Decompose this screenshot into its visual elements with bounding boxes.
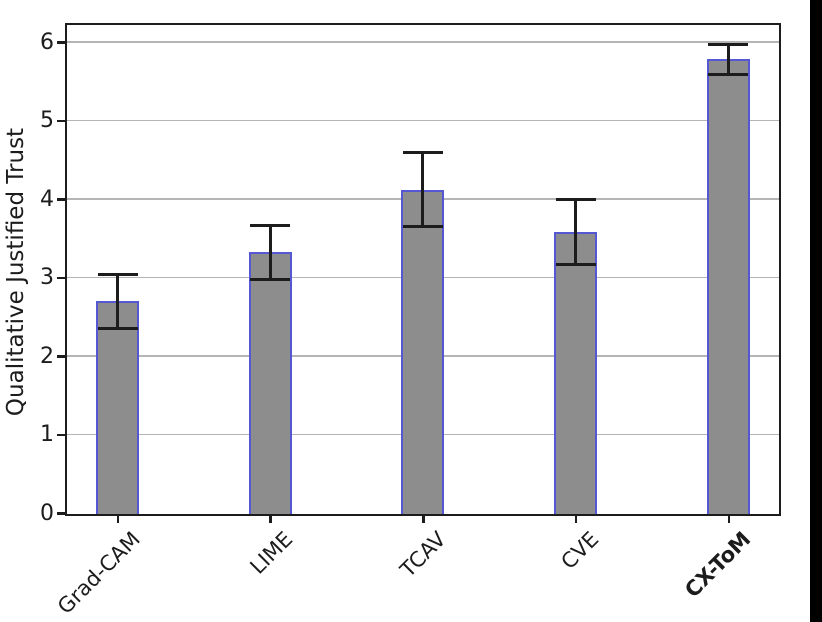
- x-tick-mark: [269, 516, 272, 523]
- x-tick-label-tcav: TCAV: [395, 527, 451, 582]
- error-bar-cap-bottom: [402, 225, 443, 229]
- right-edge-strip: [810, 0, 822, 622]
- x-tick-label-cx-tom: CX-ToM: [680, 527, 756, 603]
- bar-cx-tom: [706, 59, 750, 514]
- error-bar-cap-top: [250, 223, 291, 227]
- x-tick-mark: [422, 516, 425, 523]
- error-bar-line: [116, 273, 119, 329]
- y-tick-mark: [57, 433, 65, 437]
- y-tick-label: 0: [40, 500, 54, 526]
- x-tick-label-cve: CVE: [556, 527, 604, 574]
- y-axis-label: Qualitative Justified Trust: [3, 127, 29, 417]
- x-tick-label-lime: LIME: [245, 527, 298, 579]
- error-bar-line: [268, 224, 272, 280]
- error-bar-cap-top: [97, 272, 138, 276]
- bar-tcav: [401, 189, 445, 514]
- y-tick-label: 4: [40, 186, 54, 212]
- y-tick-label: 5: [40, 108, 54, 133]
- y-tick-mark: [57, 355, 65, 358]
- error-bar-cap-bottom: [250, 277, 291, 281]
- error-bar-line: [421, 151, 425, 228]
- error-bar-cap-bottom: [708, 72, 749, 76]
- x-tick-mark: [116, 516, 120, 523]
- gridline-y6: [67, 41, 779, 43]
- x-tick-mark: [574, 516, 578, 523]
- y-tick-mark: [57, 41, 65, 44]
- y-tick-label: 6: [40, 29, 54, 55]
- x-tick-mark: [727, 516, 731, 523]
- y-tick-mark: [57, 512, 65, 515]
- error-bar-line: [726, 43, 730, 75]
- x-tick-label-grad-cam: Grad-CAM: [53, 527, 145, 619]
- gridline-y5: [67, 119, 779, 122]
- error-bar-cap-bottom: [97, 326, 138, 330]
- bar-grad-cam: [96, 301, 139, 514]
- error-bar-cap-top: [708, 42, 749, 46]
- y-tick-mark: [57, 276, 65, 280]
- error-bar-cap-top: [555, 198, 596, 201]
- bar-cve: [554, 231, 598, 514]
- y-tick-mark: [57, 198, 65, 201]
- error-bar-cap-bottom: [555, 262, 596, 266]
- plot-inner: [67, 25, 779, 514]
- y-tick-label: 1: [40, 422, 54, 447]
- error-bar-cap-top: [402, 150, 443, 154]
- y-tick-mark: [57, 119, 65, 123]
- bar-lime: [248, 252, 292, 514]
- plot-area: [65, 23, 781, 516]
- error-bar-line: [574, 199, 578, 265]
- y-tick-label: 3: [40, 265, 54, 290]
- y-tick-label: 2: [40, 343, 54, 369]
